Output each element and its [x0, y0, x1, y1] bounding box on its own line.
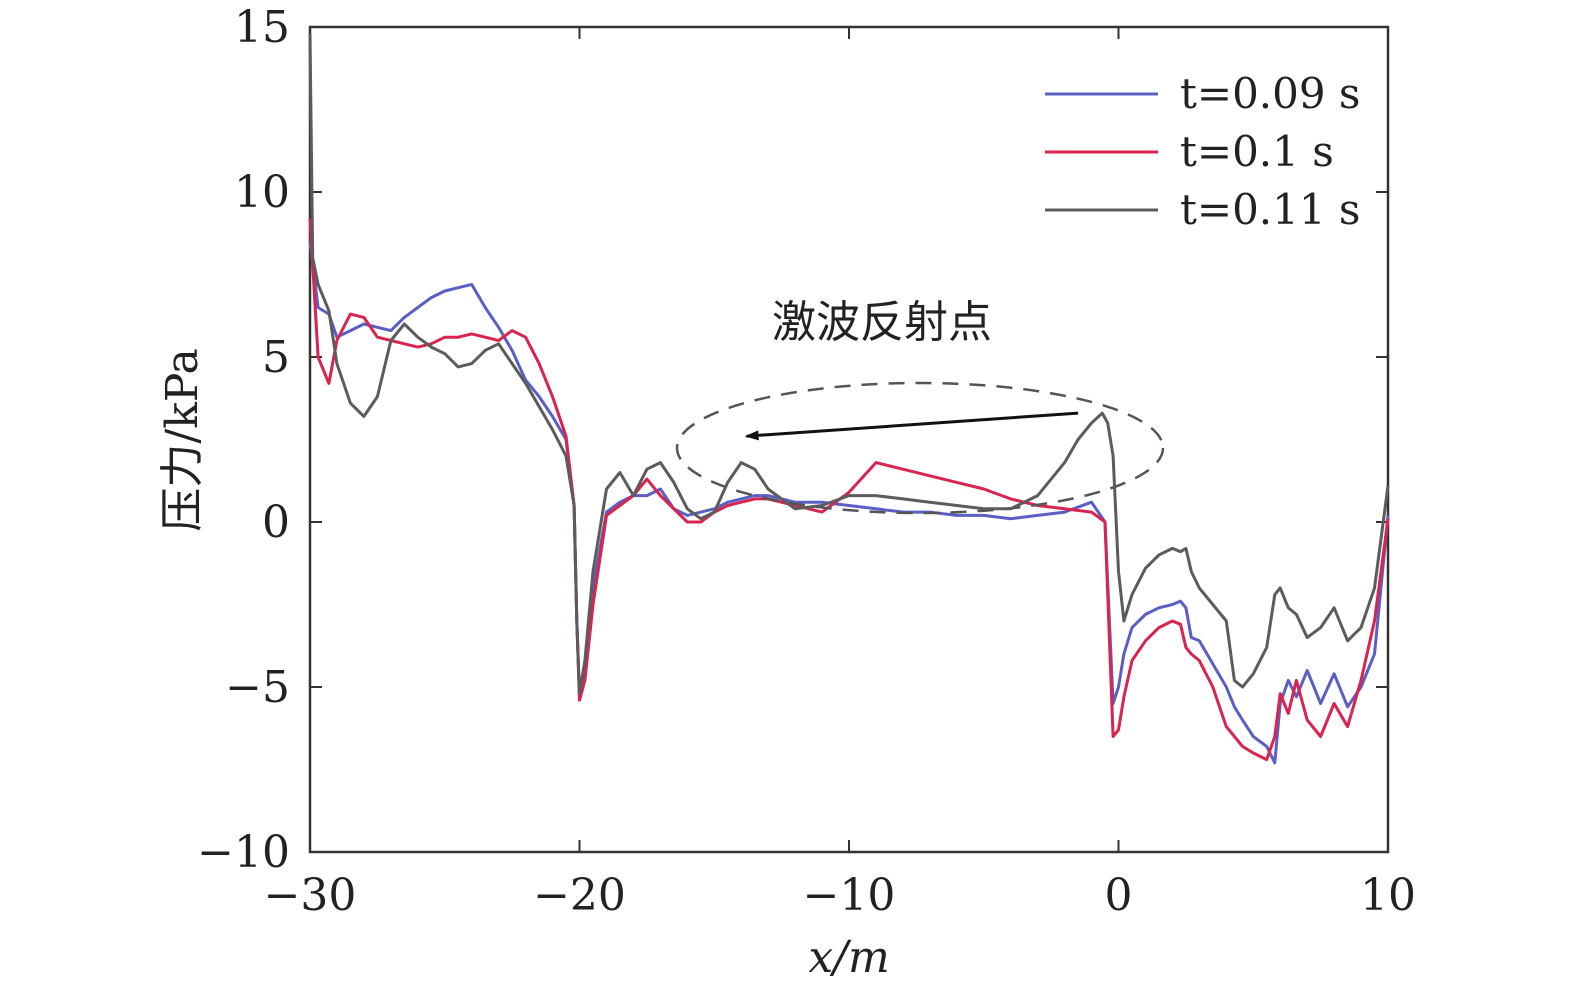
highlight-ellipse	[675, 381, 1165, 515]
y-tick-label: 10	[234, 167, 290, 218]
legend-label-3: t=0.11 s	[1180, 185, 1361, 234]
x-tick-label: 10	[1360, 870, 1416, 921]
legend-label-2: t=0.1 s	[1180, 127, 1334, 176]
annotation-arrow	[744, 411, 1079, 441]
y-tick-label: 15	[234, 2, 290, 53]
x-tick-label: −20	[533, 870, 626, 921]
axis-ticks: −30 −20 −10 0 10 −10 −5 0 5 10 15	[197, 2, 1416, 921]
series-layer	[308, 33, 1390, 765]
y-tick-label: −10	[197, 827, 290, 878]
legend-label-1: t=0.09 s	[1180, 69, 1361, 118]
x-axis-label: x/m	[808, 932, 889, 983]
annotation-text: 激波反射点	[772, 297, 992, 348]
series-line-3	[308, 33, 1390, 696]
x-tick-label: 0	[1105, 870, 1133, 921]
series-line-2	[308, 218, 1390, 762]
series-line-1	[308, 241, 1390, 765]
legend: t=0.09 s t=0.1 s t=0.11 s	[1045, 69, 1361, 234]
x-tick-label: −10	[803, 870, 896, 921]
y-axis-label: 压力/kPa	[157, 348, 208, 531]
y-tick-label: −5	[225, 662, 290, 713]
y-tick-label: 5	[262, 332, 290, 383]
y-tick-label: 0	[262, 497, 290, 548]
x-tick-label: −30	[264, 870, 357, 921]
